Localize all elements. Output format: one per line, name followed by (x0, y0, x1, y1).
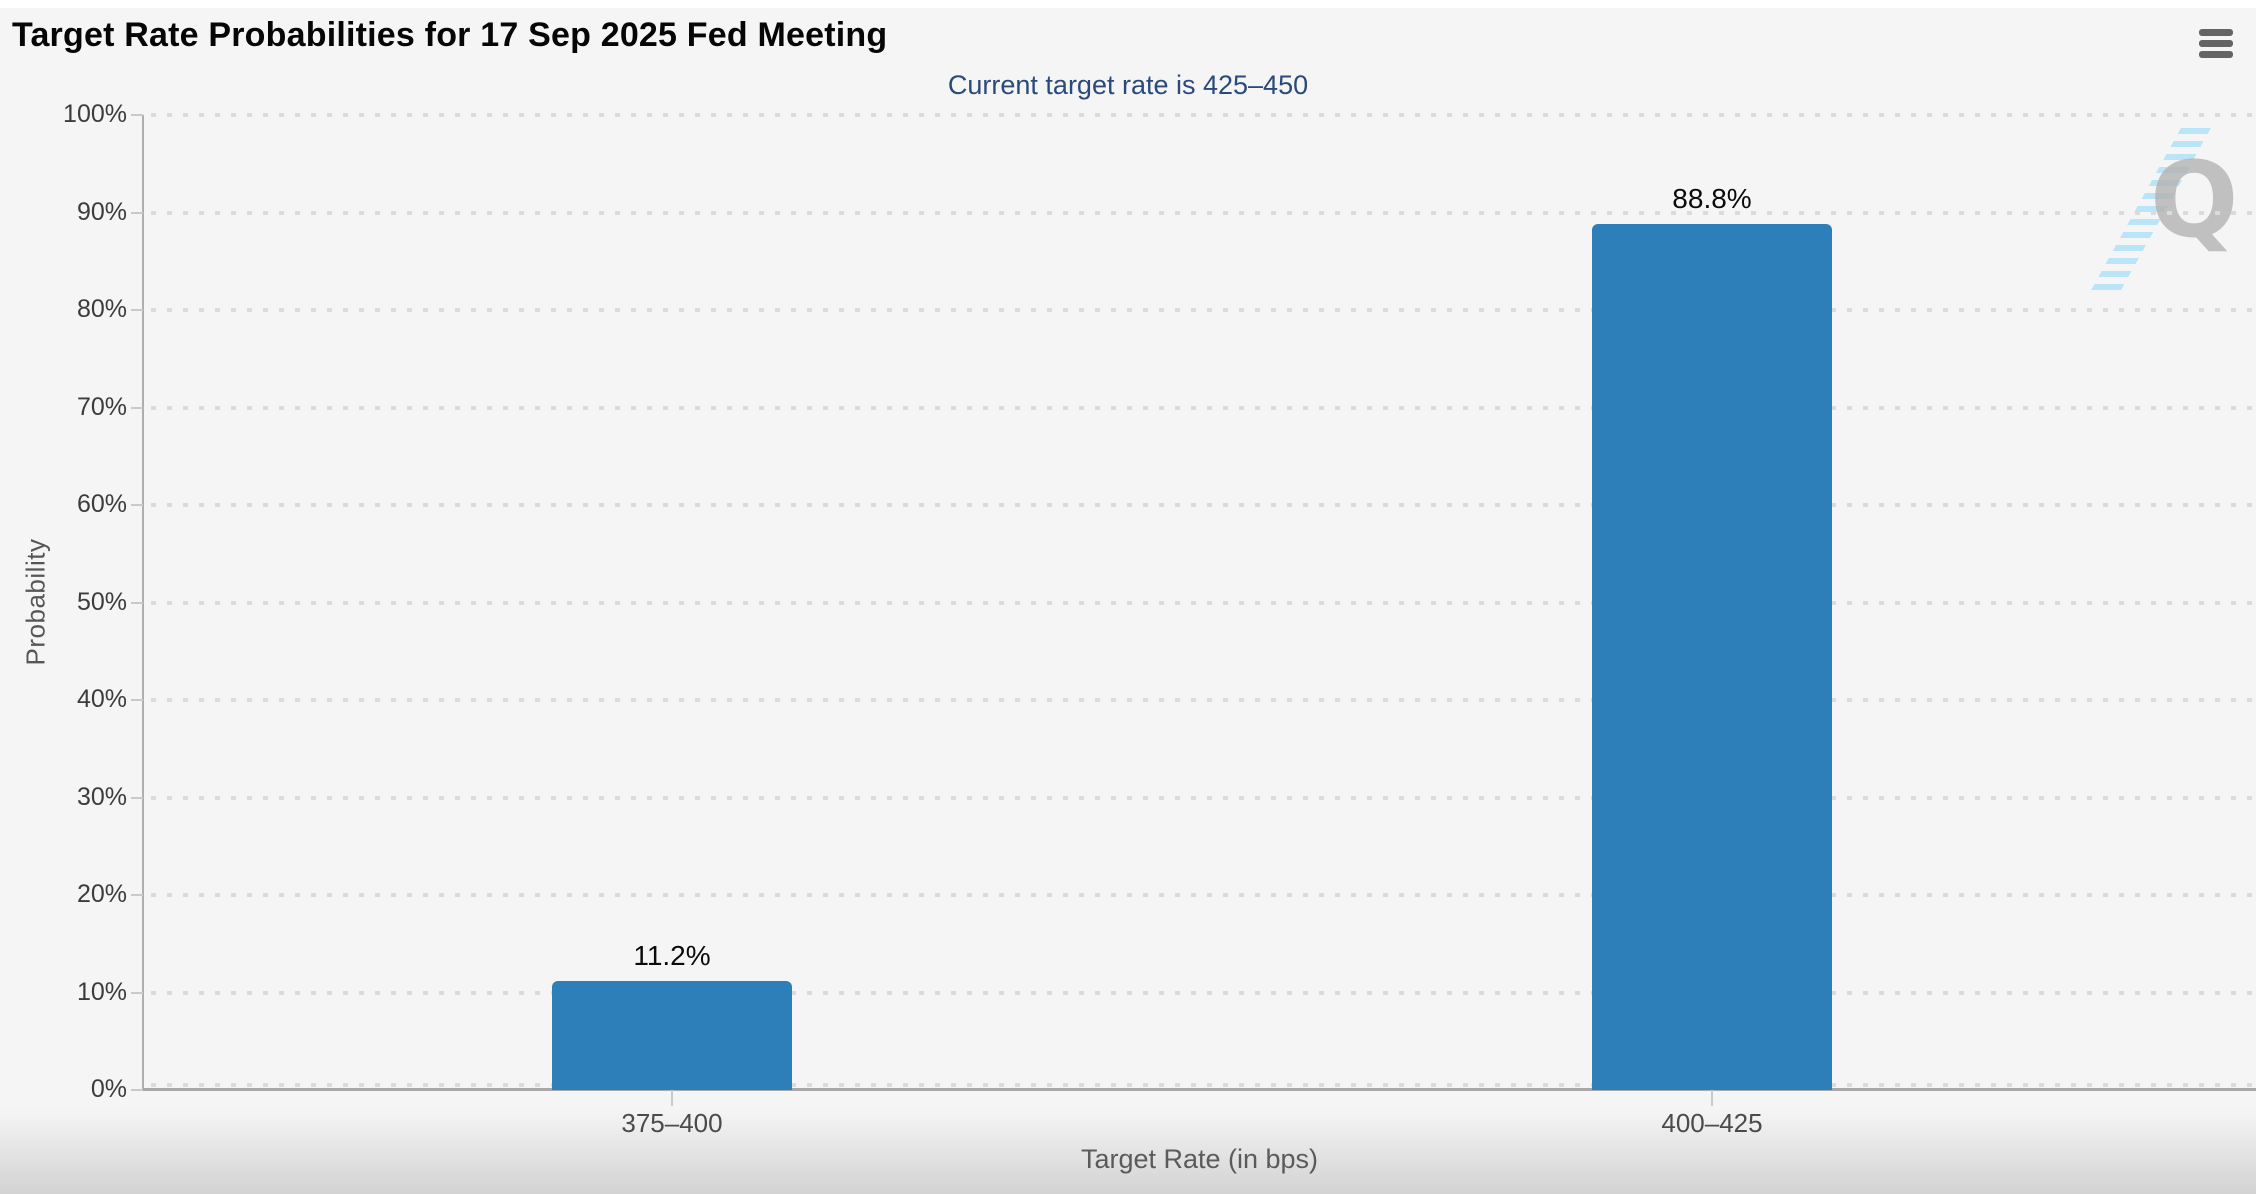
y-tick-mark (131, 114, 143, 116)
y-tick-label: 50% (76, 587, 127, 616)
bar-value-label: 11.2% (633, 939, 711, 971)
gridline-100 (151, 113, 2256, 117)
y-tick-mark (131, 211, 143, 214)
y-tick-label: 40% (76, 685, 127, 713)
y-tick-label: 90% (76, 197, 127, 226)
chart-subtitle: Current target rate is 425–450 (947, 70, 1309, 100)
bar-group-375–400: 11.2% (552, 115, 792, 1090)
hamburger-icon (2199, 29, 2233, 58)
gridline-30 (151, 795, 2256, 800)
x-category-label: 375–400 (621, 1108, 723, 1138)
x-category-label: 400–425 (1661, 1108, 1763, 1138)
y-tick-label: 100% (63, 100, 127, 128)
gridline-70 (151, 405, 2256, 410)
y-axis-line (142, 115, 144, 1090)
gridline-0 (151, 1083, 2256, 1087)
y-tick-mark (131, 991, 143, 994)
menu-button[interactable] (2199, 29, 2233, 59)
probability-bar[interactable] (552, 980, 792, 1090)
gridline-50 (151, 600, 2256, 605)
gridline-20 (151, 893, 2256, 897)
top-strip (0, 0, 2256, 8)
bar-value-label: 88.8% (1672, 183, 1752, 215)
y-tick-mark (131, 1089, 143, 1091)
y-tick-label: 20% (76, 880, 127, 908)
chart-title: Target Rate Probabilities for 17 Sep 202… (12, 16, 888, 54)
gridline-90 (151, 210, 2256, 215)
x-axis-title: Target Rate (in bps) (1080, 1144, 1319, 1174)
y-tick-label: 70% (76, 392, 127, 421)
y-tick-label: 30% (76, 782, 127, 811)
y-tick-label: 80% (76, 295, 127, 323)
y-tick-mark (131, 309, 143, 311)
gridline-80 (151, 308, 2256, 312)
y-tick-label: 0% (90, 1075, 127, 1103)
gridline-10 (151, 990, 2256, 995)
x-tick-mark (1711, 1090, 1713, 1106)
y-tick-mark (131, 601, 143, 604)
bar-group-400–425: 88.8% (1592, 115, 1832, 1090)
probability-bar[interactable] (1592, 224, 1832, 1090)
gridline-60 (151, 503, 2256, 507)
plot-area: 11.2% 375–400 88.8% 400–425 (131, 113, 2256, 1138)
y-tick-mark (131, 504, 143, 506)
y-tick-mark (131, 699, 143, 701)
y-tick-mark (131, 894, 143, 896)
y-tick-mark (131, 406, 143, 409)
y-tick-label: 60% (76, 490, 127, 518)
x-axis-line (143, 1088, 2256, 1091)
y-tick-mark (131, 796, 143, 799)
gridline-40 (151, 698, 2256, 702)
x-tick-mark (671, 1090, 673, 1106)
y-tick-label: 10% (76, 977, 127, 1006)
